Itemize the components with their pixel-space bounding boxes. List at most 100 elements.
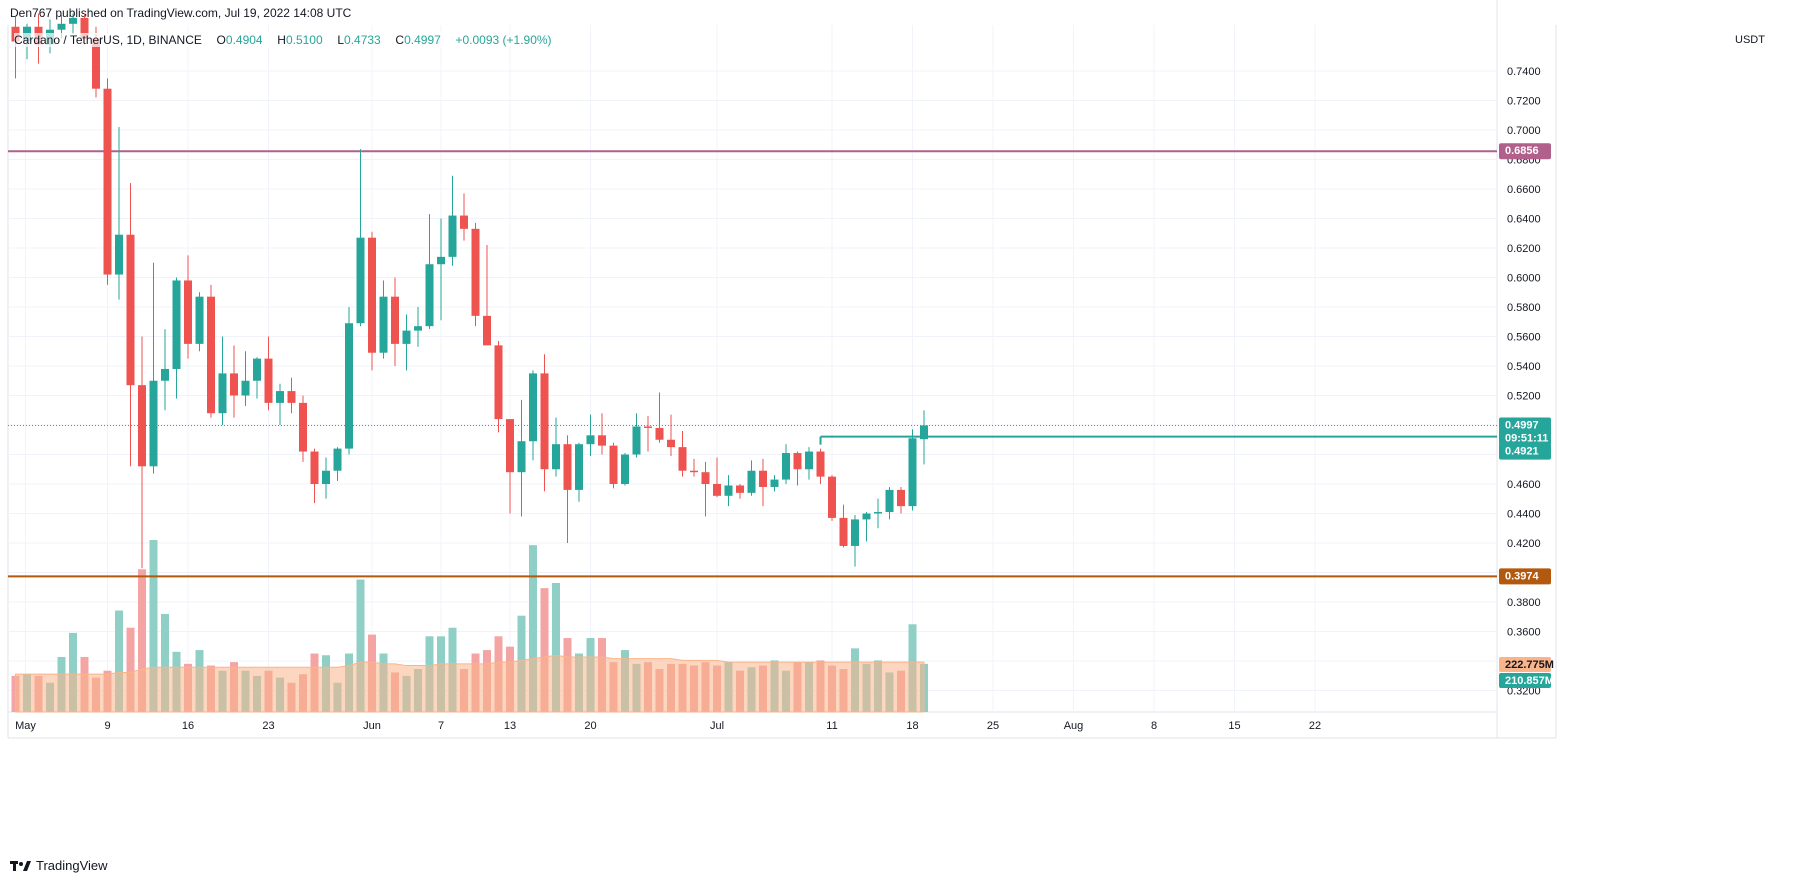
candle-body — [264, 358, 273, 403]
candle-body — [103, 88, 112, 275]
y-tick-label: 0.5600 — [1507, 332, 1541, 344]
candle-body — [425, 264, 434, 327]
x-tick-label: 25 — [987, 720, 999, 732]
low-label: L — [337, 33, 345, 47]
candle-body — [517, 441, 526, 473]
candle-body — [172, 280, 181, 369]
open-label: O — [216, 33, 226, 47]
x-tick-label: May — [15, 720, 36, 732]
candle-body — [529, 373, 537, 442]
volume-label-text: 210.857M — [1505, 675, 1554, 687]
volume-bar — [115, 610, 123, 712]
x-tick-label: 13 — [504, 720, 516, 732]
y-tick-label: 0.6400 — [1507, 214, 1541, 226]
support-price-label-text: 0.3974 — [1505, 570, 1540, 582]
volume-ma-label-text: 222.775M — [1505, 659, 1554, 671]
y-tick-label: 0.7200 — [1507, 96, 1541, 108]
candle-body — [207, 296, 215, 414]
candle-body — [345, 323, 353, 449]
x-tick-label: Aug — [1064, 720, 1084, 732]
candle-body — [897, 489, 905, 507]
y-tick-label: 0.4400 — [1507, 509, 1541, 521]
symbol-name: Cardano / TetherUS, 1D, BINANCE — [14, 33, 202, 47]
symbol-legend: Cardano / TetherUS, 1D, BINANCE O0.4904 … — [14, 33, 552, 47]
volume-bar — [161, 613, 169, 712]
candle-body — [736, 485, 744, 493]
candle-body — [885, 489, 894, 513]
candle-body — [471, 228, 480, 316]
change-value: +0.0093 (+1.90%) — [455, 33, 552, 47]
candle-body — [540, 373, 549, 470]
x-tick-label: 18 — [906, 720, 918, 732]
x-tick-label: 23 — [262, 720, 274, 732]
candle-body — [483, 315, 491, 346]
candle-body — [724, 485, 733, 496]
volume-ma-label-bg — [1499, 657, 1551, 672]
candle-body — [276, 391, 284, 403]
candle-body — [161, 368, 169, 381]
candle-body — [586, 435, 595, 445]
x-tick-label: 20 — [584, 720, 596, 732]
current-price-label-bg — [1499, 417, 1551, 446]
x-tick-label: 15 — [1228, 720, 1240, 732]
resistance-price-label-bg — [1499, 143, 1551, 160]
y-tick-label: 0.5200 — [1507, 391, 1541, 403]
high-label: H — [277, 33, 286, 47]
volume-bar — [126, 627, 135, 712]
volume-bar — [149, 540, 158, 712]
candle-body — [80, 17, 89, 39]
candle-body — [287, 391, 296, 403]
candle-body — [460, 215, 468, 229]
y-tick-label: 0.6000 — [1507, 273, 1541, 285]
current-price-label-text: 09:51:11 — [1505, 432, 1548, 444]
y-tick-label: 0.6200 — [1507, 243, 1541, 255]
y-tick-label: 0.4200 — [1507, 538, 1541, 550]
y-tick-label: 0.5400 — [1507, 361, 1541, 373]
x-tick-label: 7 — [438, 720, 444, 732]
volume-bar — [529, 545, 537, 712]
candle-body — [851, 519, 859, 546]
candle-body — [218, 373, 227, 414]
current-price-label-text: 0.4997 — [1505, 419, 1539, 431]
footer-brand[interactable]: TradingView — [10, 858, 108, 873]
candle-body — [609, 445, 618, 484]
candle-body — [920, 425, 928, 440]
candle-body — [379, 296, 388, 353]
candle-body — [552, 444, 560, 470]
y-tick-label: 0.6600 — [1507, 184, 1541, 196]
candle-body — [310, 451, 319, 484]
publish-info: Den767 published on TradingView.com, Jul… — [10, 6, 352, 20]
candle-body — [184, 280, 192, 344]
y-tick-label: 0.3800 — [1507, 597, 1541, 609]
candle-body — [402, 330, 411, 344]
volume-bar — [69, 632, 77, 712]
candle-body — [333, 448, 342, 471]
tradingview-logo-icon — [10, 859, 32, 873]
candle-body — [839, 517, 848, 546]
volume-bar — [552, 583, 560, 712]
candle-body — [655, 427, 664, 440]
candle-body — [115, 234, 123, 275]
candle-body — [138, 385, 146, 467]
candle-body — [448, 215, 457, 257]
candle-body — [644, 426, 652, 428]
candle-body — [770, 479, 779, 487]
candle-body — [563, 444, 572, 490]
candle-body — [241, 380, 250, 396]
candle-body — [494, 345, 503, 420]
open-value: 0.4904 — [225, 33, 263, 47]
y-tick-label: 0.3200 — [1507, 686, 1541, 698]
candle-body — [195, 296, 204, 344]
candle-body — [253, 358, 261, 381]
volume-bar — [356, 579, 365, 712]
candle-body — [230, 373, 238, 396]
x-tick-label: Jun — [363, 720, 381, 732]
y-tick-label: 0.7000 — [1507, 125, 1541, 137]
x-tick-label: 22 — [1309, 720, 1321, 732]
candle-body — [575, 444, 583, 490]
candle-body — [782, 453, 790, 480]
x-tick-label: 9 — [104, 720, 110, 732]
volume-bar — [138, 569, 146, 712]
candle-body — [126, 234, 135, 386]
